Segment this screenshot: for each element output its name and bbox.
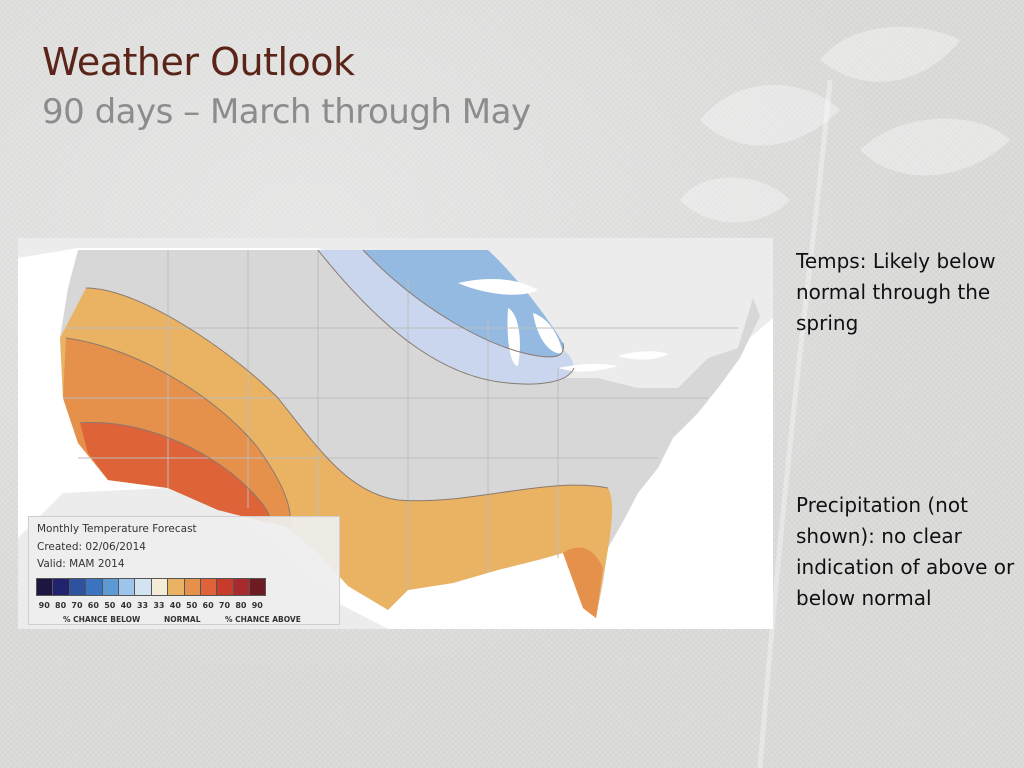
legend-scale-value: 80 [235, 601, 247, 610]
legend-valid: Valid: MAM 2014 [37, 558, 125, 570]
legend-scale-value: 40 [169, 601, 181, 610]
legend-scale-value: 70 [71, 601, 83, 610]
legend-swatch [85, 578, 103, 596]
legend-scale-value: 50 [104, 601, 116, 610]
legend-scale-value: 90 [38, 601, 50, 610]
legend-scale-value: 80 [55, 601, 67, 610]
legend-swatch [249, 578, 267, 596]
legend-scale-value: 60 [202, 601, 214, 610]
florida-above-40 [563, 547, 603, 618]
legend-swatch [150, 578, 169, 596]
legend-title: Monthly Temperature Forecast [37, 523, 197, 535]
legend-label-above: % CHANCE ABOVE [225, 615, 301, 624]
legend-scale-value: 60 [87, 601, 99, 610]
above-33-region [60, 288, 613, 618]
band-outlines [65, 249, 609, 529]
legend-swatch [167, 578, 185, 596]
legend-swatch [232, 578, 251, 596]
legend-swatch [36, 578, 54, 596]
legend-swatch [199, 578, 218, 596]
legend-swatch [216, 578, 234, 596]
legend-swatch [117, 578, 136, 596]
legend-scale-value: 33 [136, 601, 149, 610]
legend-swatch [101, 578, 119, 596]
legend-created: Created: 02/06/2014 [37, 541, 146, 553]
state-borders [63, 250, 738, 590]
legend-scale-value: 33 [153, 601, 165, 610]
great-lakes [458, 278, 668, 372]
above-50-region [80, 422, 270, 523]
legend-label-below: % CHANCE BELOW [63, 615, 141, 624]
legend-color-scale [36, 578, 267, 596]
legend-scale-value: 70 [218, 601, 231, 610]
legend-swatch [52, 578, 70, 596]
legend-scale-value: 90 [251, 601, 263, 610]
legend-scale-value: 50 [186, 601, 198, 610]
legend-swatch [183, 578, 201, 596]
canada-land [18, 238, 773, 388]
legend-swatch [68, 578, 87, 596]
slide-title: Weather Outlook [42, 40, 355, 84]
temperature-outlook-map [18, 238, 773, 629]
precip-note: Precipitation (not shown): no clear indi… [796, 493, 1015, 610]
legend-scale-values: 90 80 70 60 50 40 33 33 40 50 60 70 80 90 [36, 601, 265, 610]
legend-scale-value: 40 [120, 601, 132, 610]
legend-label-normal: NORMAL [164, 615, 201, 624]
map-canvas [18, 238, 773, 629]
slide-subtitle: 90 days – March through May [42, 92, 531, 132]
legend-swatch [134, 578, 152, 596]
temps-note: Temps: Likely below normal through the s… [796, 249, 996, 335]
map-legend: Monthly Temperature Forecast Created: 02… [28, 516, 340, 625]
